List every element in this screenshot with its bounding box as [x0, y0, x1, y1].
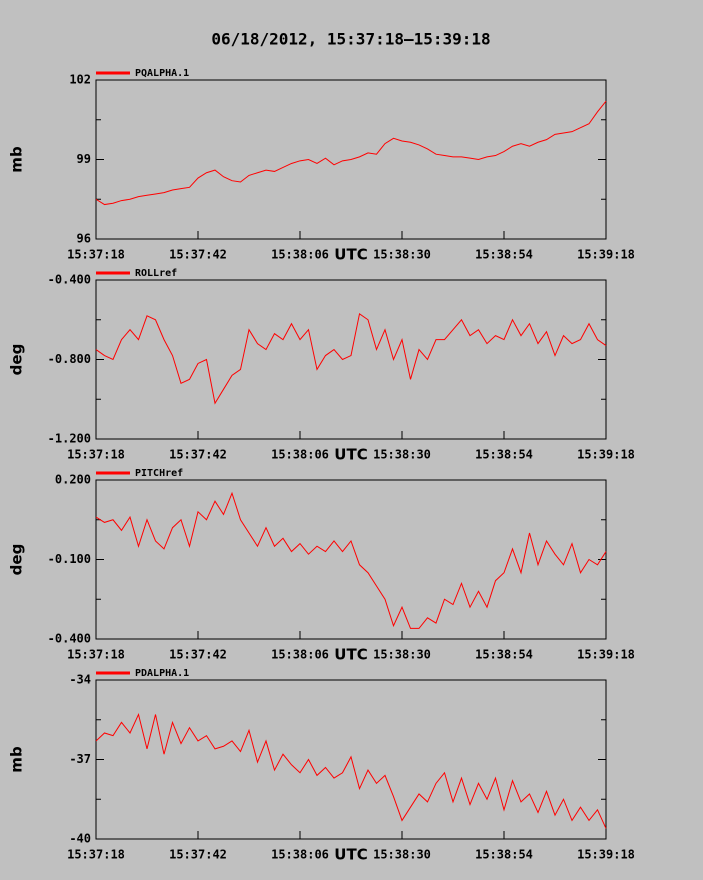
y-axis-label: deg [8, 544, 26, 576]
data-line [95, 712, 607, 829]
x-tick-label: 15:39:18 [577, 248, 635, 262]
x-tick-label: 15:38:54 [475, 248, 533, 262]
x-tick-label: 15:37:18 [67, 848, 125, 862]
legend-label: PITCHref [135, 468, 183, 479]
data-line [95, 100, 607, 206]
y-tick-label: 102 [69, 73, 91, 87]
x-tick-label: 15:38:54 [475, 448, 533, 462]
x-tick-label: 15:38:54 [475, 848, 533, 862]
y-tick-label: -0.400 [48, 632, 91, 646]
x-axis-label: UTC [334, 446, 367, 464]
x-tick-label: 15:38:30 [373, 448, 431, 462]
x-tick-label: 15:37:18 [67, 648, 125, 662]
y-axis-label: deg [8, 344, 26, 376]
data-line [95, 491, 607, 629]
y-tick-label: -34 [69, 673, 91, 687]
y-tick-label: -40 [69, 832, 91, 846]
x-axis-label: UTC [334, 246, 367, 264]
x-tick-label: 15:38:06 [271, 648, 329, 662]
y-tick-label: 96 [77, 232, 91, 246]
legend-label: PQALPHA.1 [135, 68, 189, 79]
x-tick-label: 15:38:30 [373, 648, 431, 662]
y-tick-label: -37 [69, 752, 91, 766]
x-tick-label: 15:37:42 [169, 248, 227, 262]
y-tick-label: -0.100 [48, 552, 91, 566]
x-tick-label: 15:39:18 [577, 648, 635, 662]
chart-title: 06/18/2012, 15:37:18–15:39:18 [211, 30, 490, 49]
data-line [95, 312, 607, 405]
legend-label: PDALPHA.1 [135, 668, 189, 679]
x-tick-label: 15:38:06 [271, 448, 329, 462]
x-axis-label: UTC [334, 846, 367, 864]
y-tick-label: -1.200 [48, 432, 91, 446]
x-tick-label: 15:38:06 [271, 248, 329, 262]
y-axis-label: mb [8, 746, 26, 773]
x-tick-label: 15:37:18 [67, 248, 125, 262]
x-tick-label: 15:38:54 [475, 648, 533, 662]
x-tick-label: 15:38:30 [373, 848, 431, 862]
x-tick-label: 15:37:42 [169, 648, 227, 662]
legend-label: ROLLref [135, 268, 177, 279]
x-tick-label: 15:38:06 [271, 848, 329, 862]
y-tick-label: -0.400 [48, 273, 91, 287]
x-tick-label: 15:39:18 [577, 448, 635, 462]
x-tick-label: 15:37:18 [67, 448, 125, 462]
y-tick-label: 0.200 [55, 473, 91, 487]
x-axis-label: UTC [334, 646, 367, 664]
x-tick-label: 15:39:18 [577, 848, 635, 862]
y-tick-label: 99 [77, 152, 91, 166]
y-axis-label: mb [8, 146, 26, 173]
y-tick-label: -0.800 [48, 352, 91, 366]
x-tick-label: 15:37:42 [169, 448, 227, 462]
x-tick-label: 15:37:42 [169, 848, 227, 862]
x-tick-label: 15:38:30 [373, 248, 431, 262]
